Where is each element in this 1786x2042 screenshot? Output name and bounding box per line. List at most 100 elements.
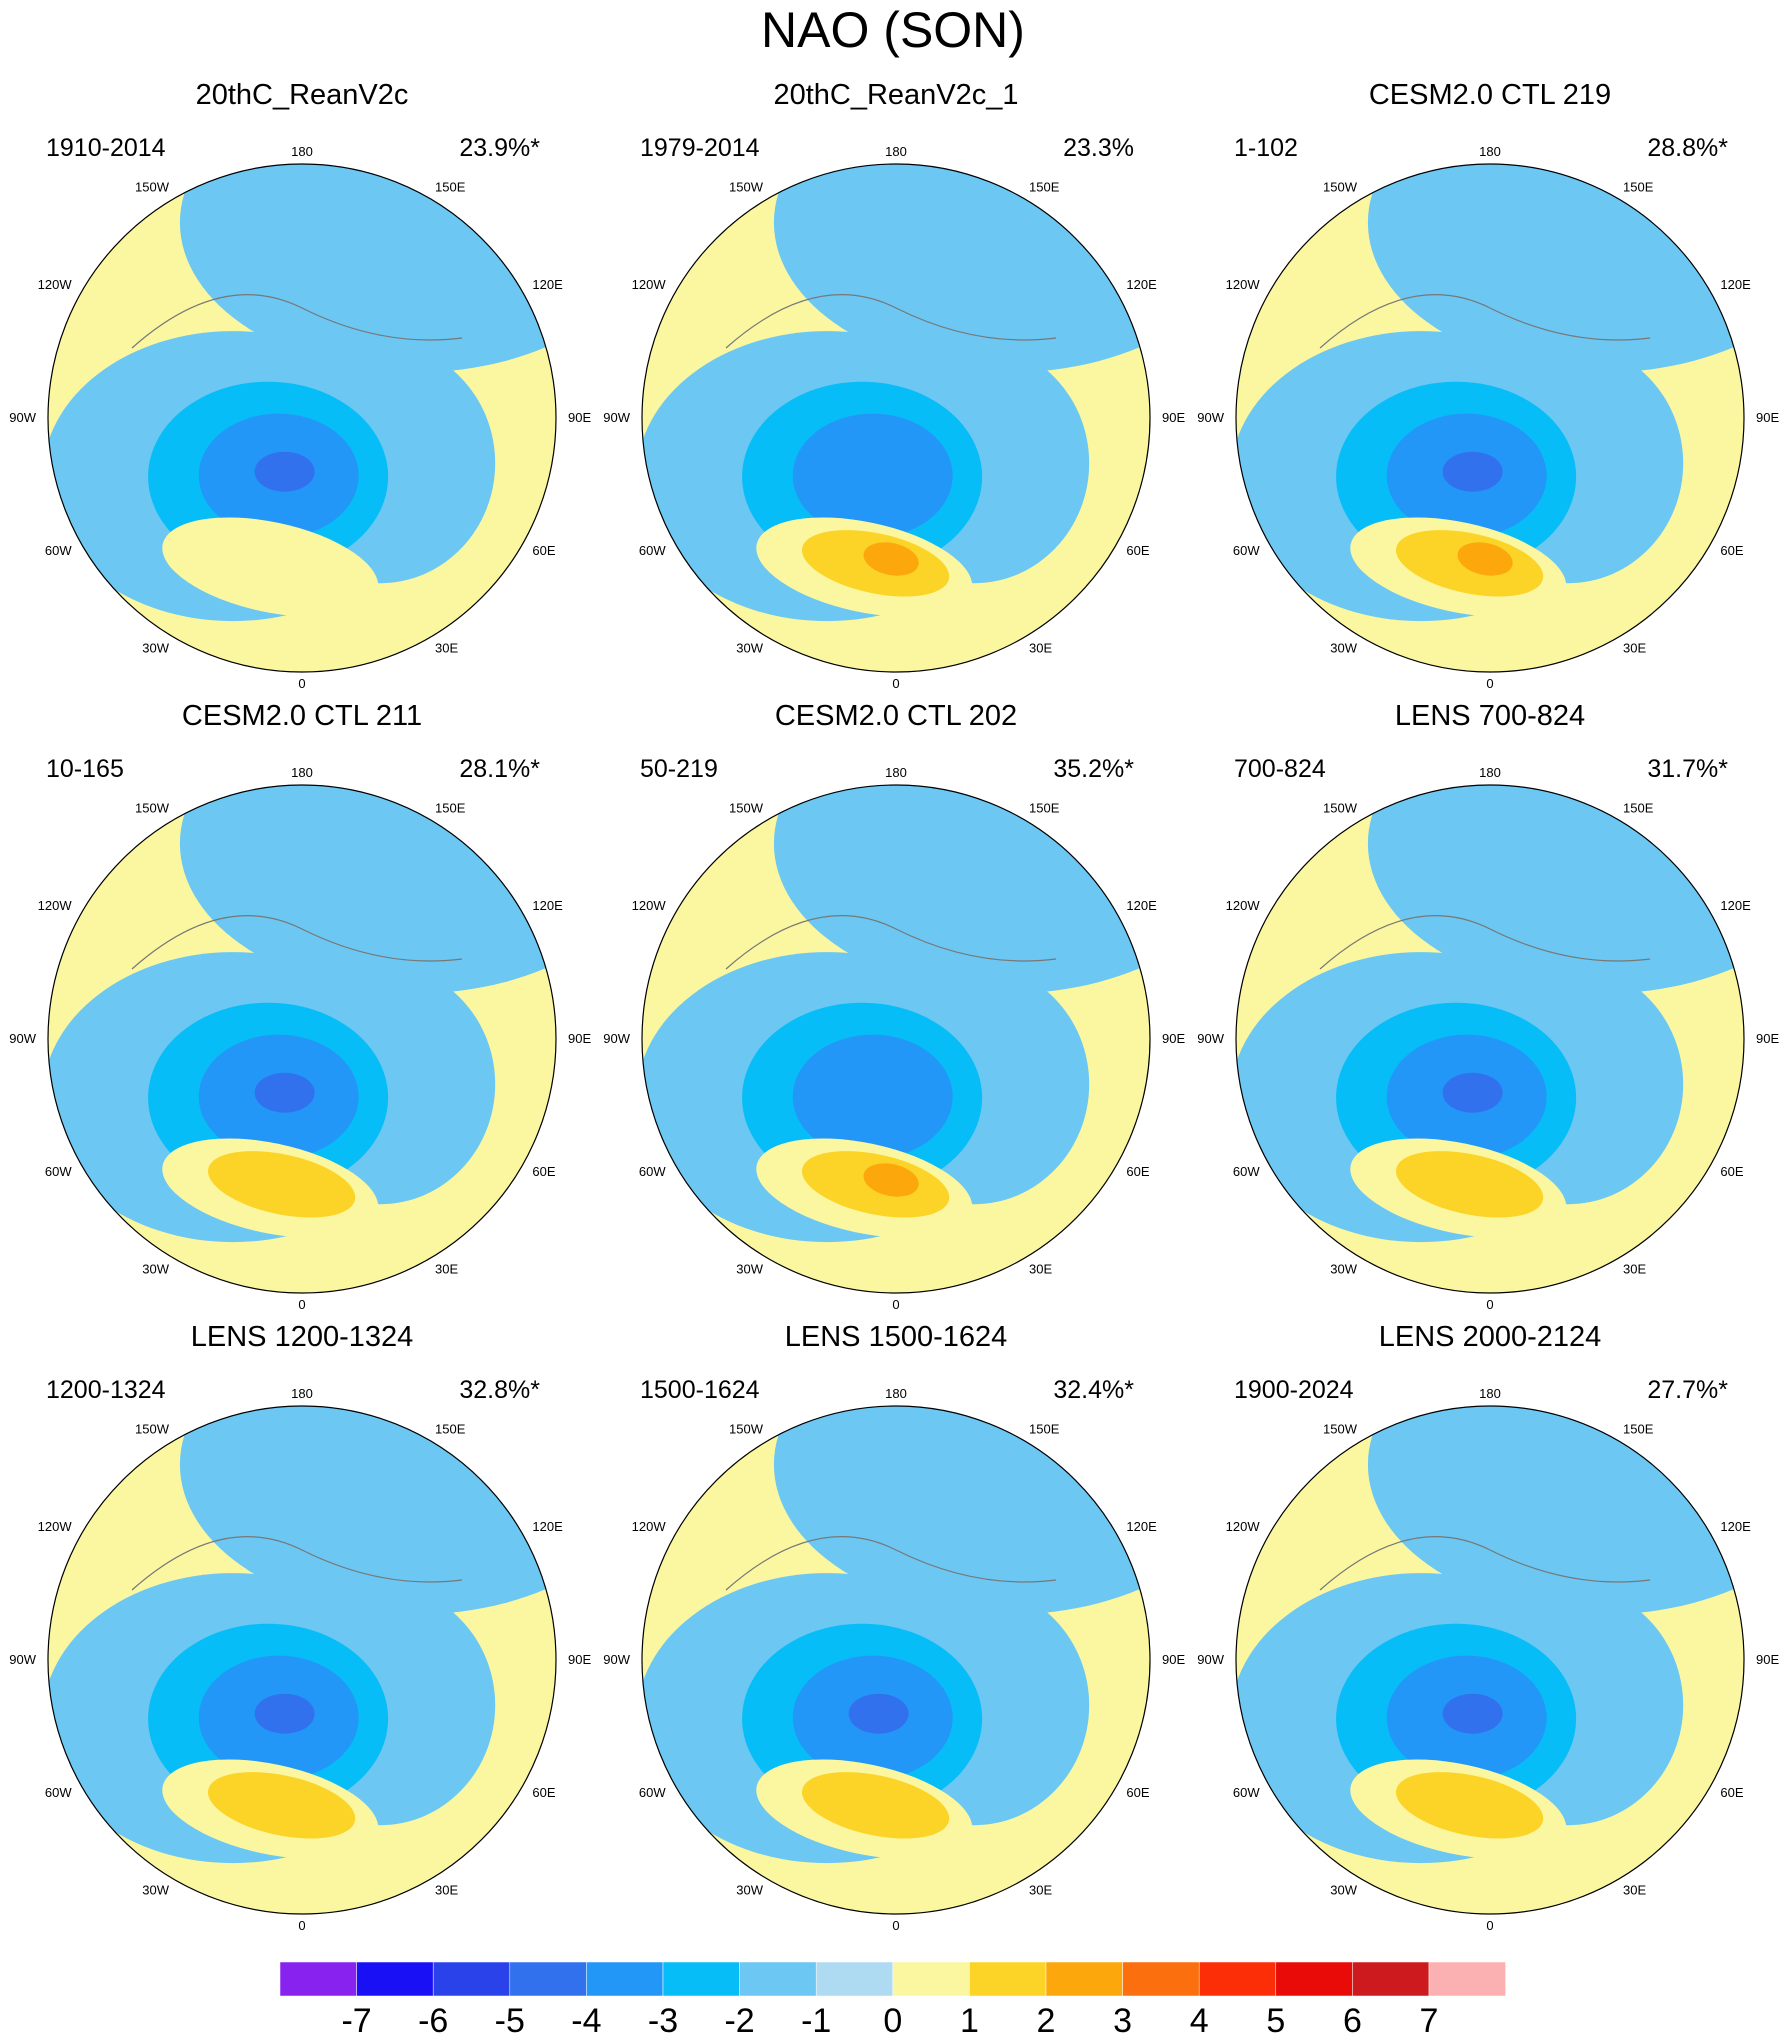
longitude-label: 60W: [45, 543, 72, 558]
longitude-label: 30W: [1330, 1882, 1357, 1897]
longitude-label: 60W: [1233, 1164, 1260, 1179]
panel-title: LENS 1500-1624: [785, 1321, 1008, 1353]
longitude-label: 30W: [142, 1261, 169, 1276]
longitude-label: 150W: [729, 180, 764, 195]
longitude-label: 90E: [1162, 1652, 1185, 1667]
arctic-negative-contour: [848, 1693, 909, 1734]
longitude-label: 30W: [1330, 640, 1357, 655]
colorbar-label: -6: [418, 2002, 448, 2040]
longitude-label: 90W: [1197, 410, 1224, 425]
longitude-label: 150E: [435, 801, 466, 816]
panel-variance: 27.7%*: [1647, 1376, 1728, 1404]
arctic-negative-contour: [1442, 1693, 1503, 1734]
panel-title: CESM2.0 CTL 211: [182, 700, 422, 732]
longitude-label: 150W: [729, 801, 764, 816]
map-field: [48, 164, 556, 672]
longitude-label: 150E: [435, 180, 466, 195]
longitude-label: 60E: [532, 1164, 555, 1179]
longitude-label: 150E: [1623, 1422, 1654, 1437]
longitude-label: 180: [885, 144, 907, 159]
longitude-label: 90W: [603, 1031, 630, 1046]
longitude-label: 30E: [1623, 1882, 1646, 1897]
longitude-label: 90E: [1162, 1031, 1185, 1046]
map-border: [1235, 1405, 1745, 1915]
longitude-label: 120E: [1720, 1519, 1751, 1534]
arctic-negative-contour: [254, 451, 315, 492]
longitude-label: 60E: [532, 1785, 555, 1800]
longitude-label: 60E: [1720, 543, 1743, 558]
map-field: [1236, 164, 1744, 672]
panel: CESM2.0 CTL 219 1-102 28.8%* 180 150W 150E 120…: [1197, 79, 1779, 691]
longitude-label: 150W: [1323, 1422, 1358, 1437]
colorbar-label: 4: [1190, 2002, 1209, 2040]
panel-variance: 32.8%*: [459, 1376, 540, 1404]
midlatitude-positive-contour: [1395, 1772, 1544, 1839]
longitude-label: 90E: [568, 410, 591, 425]
longitude-label: 0: [1486, 676, 1493, 691]
colorbar-label: 1: [960, 2002, 979, 2040]
midlatitude-positive-contour: [1395, 1151, 1544, 1218]
longitude-label: 180: [885, 1386, 907, 1401]
longitude-label: 120W: [1226, 1519, 1261, 1534]
longitude-label: 180: [1479, 144, 1501, 159]
coastline: [1319, 294, 1651, 349]
panel-period: 1979-2014: [640, 134, 760, 162]
midlatitude-positive-contour: [801, 1772, 950, 1839]
colorbar-swatch: [1198, 1961, 1277, 1997]
panel-title: CESM2.0 CTL 219: [1369, 79, 1611, 111]
colorbar-swatch: [509, 1961, 587, 1997]
longitude-label: 180: [1479, 765, 1501, 780]
map-border: [641, 1405, 1151, 1915]
arctic-negative-contour: [792, 413, 953, 538]
longitude-label: 90W: [9, 1652, 36, 1667]
longitude-label: 180: [885, 765, 907, 780]
longitude-label: 90W: [1197, 1031, 1224, 1046]
colorbar-swatch: [739, 1961, 817, 1997]
colorbar-swatch: [1045, 1961, 1123, 1997]
map-border: [1235, 784, 1745, 1294]
longitude-label: 0: [298, 1297, 305, 1312]
longitude-label: 90E: [1756, 1031, 1779, 1046]
longitude-label: 30W: [736, 1882, 763, 1897]
coastline: [1319, 915, 1651, 970]
map-border: [47, 163, 557, 673]
longitude-label: 60E: [532, 543, 555, 558]
coastline: [725, 915, 1057, 970]
coastline: [131, 294, 463, 349]
longitude-label: 180: [291, 765, 313, 780]
panel-title: CESM2.0 CTL 202: [775, 700, 1017, 732]
coastline: [725, 294, 1057, 349]
arctic-negative-contour: [1442, 1072, 1503, 1113]
midlatitude-positive-contour: [1457, 542, 1513, 576]
longitude-label: 150W: [135, 180, 170, 195]
longitude-label: 60E: [1720, 1164, 1743, 1179]
midlatitude-positive-contour: [207, 1151, 356, 1218]
colorbar-label: 7: [1420, 2002, 1439, 2040]
map-border: [47, 784, 557, 1294]
longitude-label: 60W: [45, 1785, 72, 1800]
longitude-label: 60E: [1126, 543, 1149, 558]
longitude-label: 120W: [1226, 277, 1261, 292]
panel-variance: 23.3%: [1063, 134, 1134, 162]
colorbar-label: -5: [495, 2002, 525, 2040]
longitude-label: 150W: [729, 1422, 764, 1437]
longitude-label: 180: [291, 144, 313, 159]
longitude-label: 0: [298, 676, 305, 691]
coastline: [725, 1536, 1057, 1591]
longitude-label: 60E: [1126, 1785, 1149, 1800]
panel: LENS 700-824 700-824 31.7%* 180 150W 150E 120W…: [1197, 700, 1779, 1312]
longitude-label: 60W: [45, 1164, 72, 1179]
longitude-label: 0: [892, 676, 899, 691]
panels-grid: 20thC_ReanV2c 1910-2014 23.9%* 180 150W 150E 1…: [9, 79, 1779, 1933]
longitude-label: 120W: [38, 1519, 73, 1534]
longitude-label: 30E: [435, 1261, 458, 1276]
panel-variance: 35.2%*: [1053, 755, 1134, 783]
panel-title: 20thC_ReanV2c_1: [773, 79, 1018, 111]
longitude-label: 120E: [1126, 277, 1157, 292]
panel-title: 20thC_ReanV2c: [196, 79, 409, 111]
colorbar-label: -4: [571, 2002, 601, 2040]
longitude-label: 120W: [632, 277, 667, 292]
midlatitude-positive-contour: [863, 1163, 919, 1197]
longitude-label: 30E: [1623, 1261, 1646, 1276]
